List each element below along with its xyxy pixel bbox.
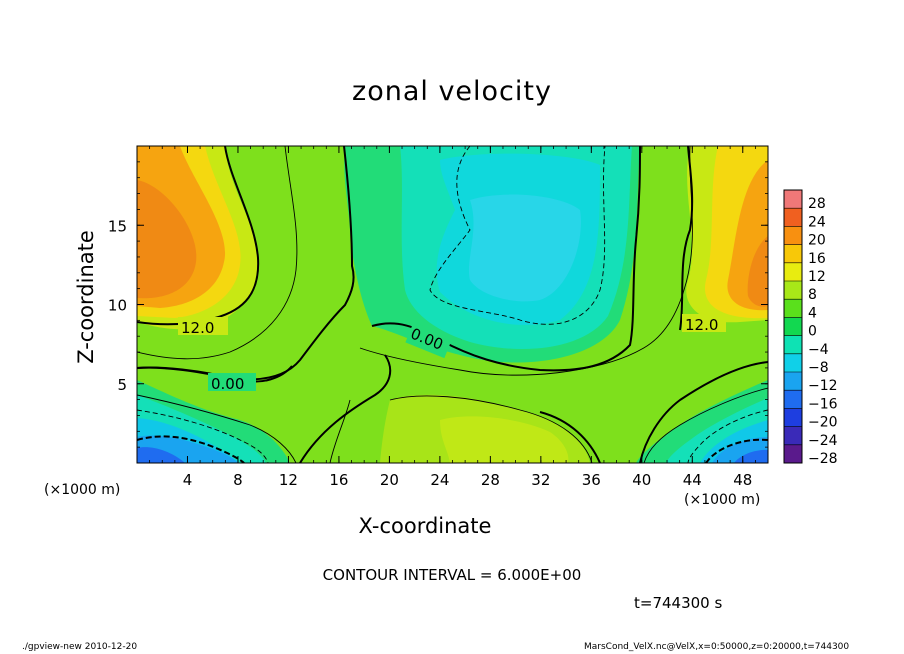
colorbar-label: 12 <box>808 269 826 285</box>
colorbar-swatch <box>784 299 802 318</box>
colorbar: 28 24 20 16 12 8 4 0 −4 −8 −12 −16 −20 −24 −28 <box>783 189 838 467</box>
colorbar-label: −4 <box>808 342 829 358</box>
time-stamp: t=744300 s <box>634 594 723 612</box>
chart-title: zonal velocity <box>352 76 552 107</box>
x-axis-label: X-coordinate <box>358 514 492 538</box>
x-tick-label: 32 <box>531 471 550 489</box>
colorbar-label: 8 <box>808 287 817 303</box>
colorbar-swatch <box>784 317 802 336</box>
colorbar-label: 0 <box>808 324 817 340</box>
contour-label: 0.00 <box>211 375 244 393</box>
colorbar-swatch <box>784 226 802 245</box>
colorbar-label: 4 <box>808 305 817 321</box>
colorbar-swatch <box>784 372 802 391</box>
colorbar-swatch <box>784 335 802 354</box>
y-axis-label: Z-coordinate <box>74 230 98 364</box>
colorbar-swatch <box>784 281 802 300</box>
colorbar-label: 24 <box>808 214 826 230</box>
y-tick-label: 10 <box>108 297 127 315</box>
colorbar-label: −12 <box>808 378 838 394</box>
x-tick-label: 4 <box>183 471 193 489</box>
colorbar-swatch <box>784 190 802 209</box>
colorbar-label: −28 <box>808 451 838 467</box>
colorbar-label: 16 <box>808 251 826 267</box>
x-tick-label: 44 <box>683 471 702 489</box>
y-axis-unit: (×1000 m) <box>44 482 121 498</box>
colorbar-swatch <box>784 444 802 463</box>
contour-label: 12.0 <box>685 316 718 334</box>
x-tick-label: 28 <box>481 471 500 489</box>
colorbar-swatch <box>784 390 802 409</box>
y-tick-label: 5 <box>117 376 127 394</box>
colorbar-swatch <box>784 426 802 445</box>
x-tick-label: 20 <box>380 471 399 489</box>
colorbar-label: −8 <box>808 360 829 376</box>
x-axis-unit: (×1000 m) <box>684 492 761 508</box>
colorbar-label: 28 <box>808 196 826 212</box>
colorbar-label: −24 <box>808 433 838 449</box>
contour-interval-note: CONTOUR INTERVAL = 6.000E+00 <box>322 566 582 584</box>
x-tick-label: 24 <box>430 471 449 489</box>
colorbar-swatch <box>784 244 802 263</box>
footer-program-info: ./gpview-new 2010-12-20 <box>22 642 138 652</box>
contour-label: 12.0 <box>181 319 214 337</box>
y-tick-label: 15 <box>108 217 127 235</box>
colorbar-label: −16 <box>808 396 838 412</box>
colorbar-label: 20 <box>808 233 826 249</box>
x-tick-label: 40 <box>632 471 651 489</box>
colorbar-swatch <box>784 208 802 227</box>
x-axis-ticks: 4 8 12 16 20 24 28 32 36 40 44 48 <box>136 146 769 489</box>
colorbar-label: −20 <box>808 415 838 431</box>
footer-data-source: MarsCond_VelX.nc@VelX,x=0:50000,z=0:2000… <box>584 642 850 652</box>
x-tick-label: 16 <box>329 471 348 489</box>
x-tick-label: 12 <box>279 471 298 489</box>
colorbar-swatch <box>784 262 802 281</box>
x-tick-label: 48 <box>733 471 752 489</box>
colorbar-swatch <box>784 408 802 427</box>
x-tick-label: 8 <box>233 471 243 489</box>
colorbar-swatch <box>784 353 802 372</box>
y-axis-ticks: 5 10 15 <box>108 145 768 464</box>
velocity-field <box>137 146 768 463</box>
x-tick-label: 36 <box>582 471 601 489</box>
